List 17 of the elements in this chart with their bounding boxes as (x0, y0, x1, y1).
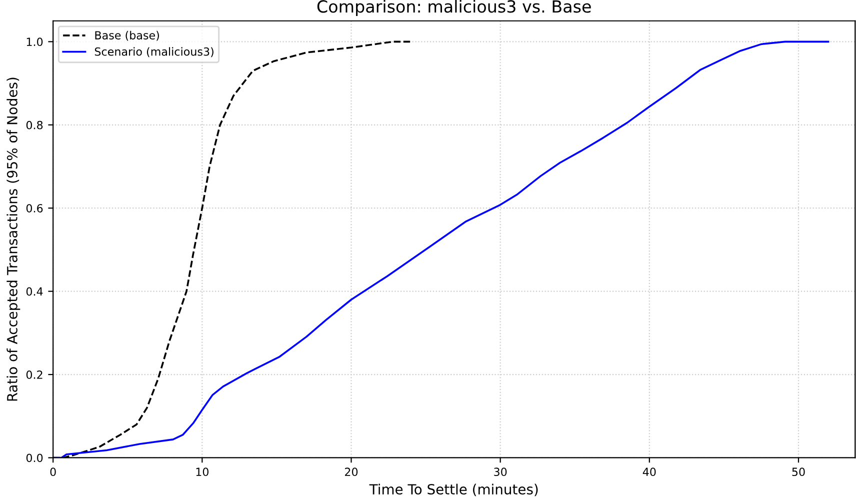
legend-label: Base (base) (95, 30, 159, 41)
x-tick-label: 10 (196, 468, 208, 476)
x-tick-label: 20 (344, 468, 358, 476)
y-tick-label: 0.0 (26, 454, 43, 462)
y-axis-title: Ratio of Accepted Transactions (95% of Nodes) (6, 78, 20, 401)
legend-label: Scenario (malicious3) (94, 47, 214, 58)
y-tick-label: 0.8 (26, 120, 43, 130)
y-tick-label: 0.6 (26, 204, 43, 212)
x-tick-label: 50 (792, 468, 805, 476)
x-tick-label: 40 (642, 468, 656, 476)
x-tick-label: 30 (494, 468, 507, 476)
chart-title: Comparison: malicious3 vs. Base (317, 0, 591, 16)
x-tick-label: 0 (50, 468, 56, 476)
y-tick-label: 0.4 (26, 287, 43, 296)
y-tick-label: 0.2 (26, 370, 42, 379)
y-tick-label: 1.0 (26, 38, 43, 46)
x-axis-title: Time To Settle (minutes) (369, 484, 538, 496)
